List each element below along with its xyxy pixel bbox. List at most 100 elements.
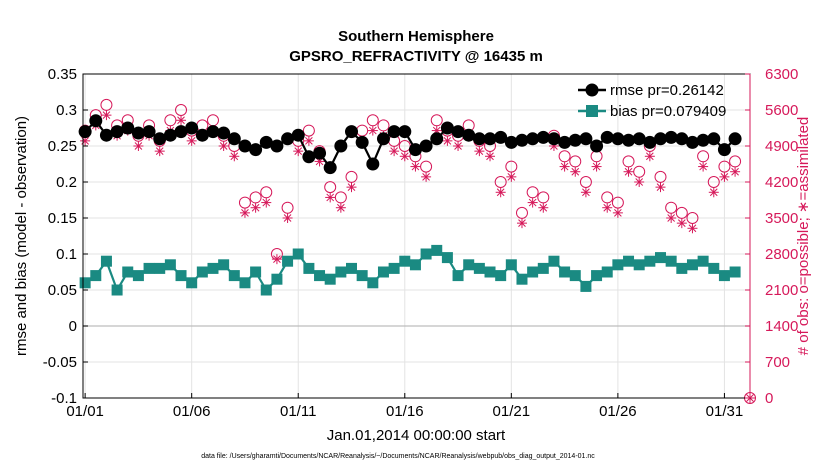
chart-subtitle: GPSRO_REFRACTIVITY @ 16435 m <box>289 48 543 65</box>
bias-point <box>676 262 688 274</box>
bias-point <box>303 262 315 274</box>
y2-tick-label: 5600 <box>765 102 798 119</box>
assimilated-obs-marker <box>527 197 538 208</box>
rmse-point <box>472 132 486 146</box>
assimilated-obs-marker <box>261 197 272 208</box>
assimilated-obs-marker <box>335 202 346 213</box>
assimilated-obs-marker <box>442 135 453 146</box>
bias-point <box>452 270 464 282</box>
assimilated-obs-marker <box>271 254 282 265</box>
assimilated-obs-marker <box>591 161 602 172</box>
assimilated-obs-marker <box>250 202 261 213</box>
rmse-point <box>696 133 710 147</box>
bias-point <box>175 270 187 282</box>
rmse-point <box>643 135 657 149</box>
rmse-point <box>408 143 422 157</box>
assimilated-obs-marker <box>730 166 741 177</box>
bias-point <box>569 270 581 282</box>
assimilated-obs-marker <box>389 146 400 157</box>
assimilated-obs-marker <box>367 125 378 136</box>
y2-axis-label: # of obs: o=possible; ∗=assimilated <box>795 117 812 356</box>
rmse-point <box>483 132 497 146</box>
bias-point <box>196 266 208 278</box>
x-tick-label: 01/01 <box>66 403 104 420</box>
bias-point <box>143 262 155 274</box>
rmse-point <box>345 125 359 139</box>
bias-point <box>122 266 134 278</box>
y-tick-label: -0.05 <box>43 354 77 371</box>
y-tick-label: 0.3 <box>56 102 77 119</box>
bias-point <box>708 262 720 274</box>
bias-point <box>420 248 432 260</box>
bias-point <box>441 252 453 264</box>
rmse-point <box>99 128 113 142</box>
rmse-point <box>366 157 380 171</box>
bias-point <box>367 277 379 289</box>
bias-point <box>623 255 635 267</box>
bias-point <box>260 284 272 296</box>
rmse-point <box>611 132 625 146</box>
assimilated-obs-marker <box>570 166 581 177</box>
assimilated-obs-marker <box>101 110 112 121</box>
y-axis-ticks: -0.1 -0.05 0 0.05 0.1 0.15 0.2 0.25 0.3 0.35 <box>43 66 88 407</box>
bias-point <box>324 273 336 285</box>
rmse-point <box>728 132 742 146</box>
bias-point <box>612 259 624 271</box>
bias-point <box>218 259 230 271</box>
x-axis-ticks: 01/01 01/06 01/11 01/16 01/21 01/26 01/31 <box>66 393 743 420</box>
bias-point <box>431 244 443 256</box>
y2-tick-label: 2100 <box>765 282 798 299</box>
rmse-point <box>217 126 231 140</box>
x-axis-label: Jan.01,2014 00:00:00 start <box>327 427 506 444</box>
y2-tick-label: 2800 <box>765 246 798 263</box>
bias-point <box>164 259 176 271</box>
bias-point <box>548 255 560 267</box>
x-tick-label: 01/06 <box>173 403 211 420</box>
rmse-point <box>579 132 593 146</box>
assimilated-obs-marker <box>602 202 613 213</box>
rmse-point <box>131 126 145 140</box>
y2-tick-label: 0 <box>765 390 773 407</box>
assimilated-obs-marker <box>399 151 410 162</box>
rmse-point <box>259 135 273 149</box>
assimilated-obs-marker <box>644 151 655 162</box>
bias-point <box>90 270 102 282</box>
rmse-point <box>685 135 699 149</box>
assimilated-obs-marker <box>698 161 709 172</box>
rmse-point <box>249 143 263 157</box>
y2-tick-label: 700 <box>765 354 790 371</box>
bias-point <box>654 252 666 264</box>
y-tick-label: 0.35 <box>48 66 77 83</box>
y2-tick-label: 4200 <box>765 174 798 191</box>
bias-point <box>346 262 358 274</box>
y-tick-label: 0.2 <box>56 174 77 191</box>
x-tick-label: 01/31 <box>706 403 744 420</box>
rmse-point <box>504 135 518 149</box>
rmse-point <box>89 114 103 128</box>
assimilated-obs-marker <box>719 171 730 182</box>
assimilated-obs-marker <box>676 218 687 229</box>
legend-rmse-marker <box>585 83 599 97</box>
rmse-point <box>185 121 199 135</box>
rmse-point <box>440 121 454 135</box>
rmse-point <box>142 125 156 139</box>
bias-point <box>356 270 368 282</box>
assimilated-obs-marker <box>559 161 570 172</box>
rmse-point <box>270 139 284 153</box>
bias-point <box>718 270 730 282</box>
rmse-point <box>291 128 305 142</box>
assimilated-obs-marker <box>495 187 506 198</box>
rmse-point <box>622 133 636 147</box>
bias-point <box>633 259 645 271</box>
rmse-point <box>334 139 348 153</box>
bias-point <box>601 266 613 278</box>
legend-bias-marker <box>586 105 598 117</box>
bias-point <box>729 266 741 278</box>
rmse-point <box>323 161 337 175</box>
rmse-point <box>419 139 433 153</box>
bias-point <box>377 266 389 278</box>
x-tick-label: 01/11 <box>280 403 316 420</box>
bias-point <box>282 255 294 267</box>
assimilated-obs-marker <box>293 146 304 157</box>
